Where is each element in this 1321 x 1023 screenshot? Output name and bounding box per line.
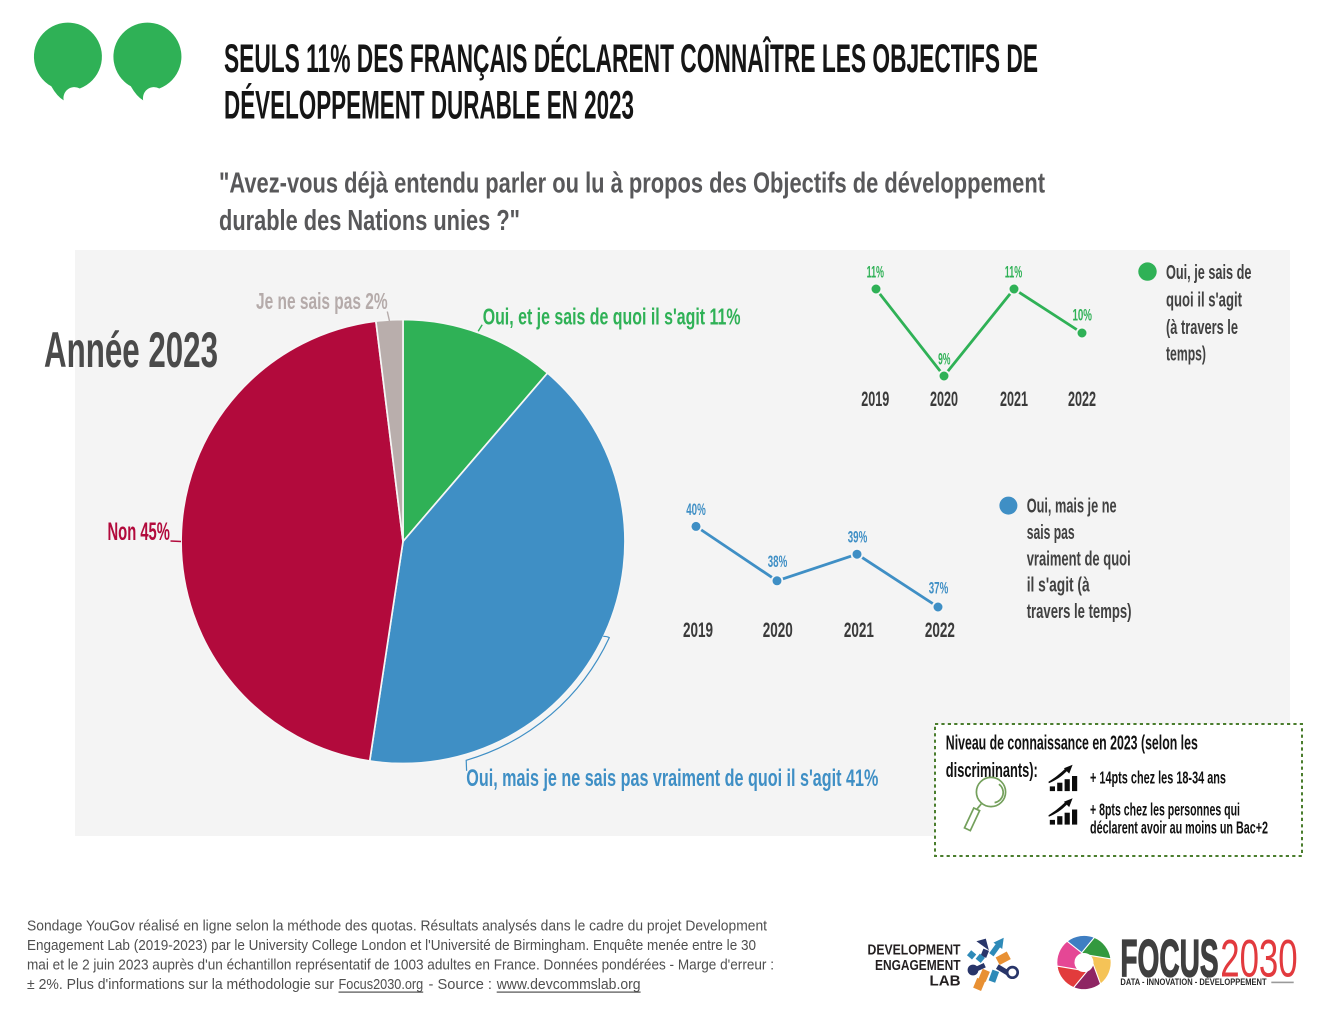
svg-text:www.devcommslab.org: www.devcommslab.org bbox=[496, 977, 641, 993]
svg-text:- Source :: - Source : bbox=[429, 977, 493, 993]
svg-text:Sondage YouGov réalisé en lign: Sondage YouGov réalisé en ligne selon la… bbox=[27, 919, 767, 935]
svg-text:temps): temps) bbox=[1166, 344, 1206, 366]
svg-text:38%: 38% bbox=[768, 552, 788, 571]
svg-text:Année 2023: Année 2023 bbox=[44, 322, 218, 378]
svg-text:vraiment de quoi: vraiment de quoi bbox=[1027, 548, 1131, 570]
svg-text:Je ne sais pas 2%: Je ne sais pas 2% bbox=[256, 288, 388, 314]
svg-text:ENGAGEMENT: ENGAGEMENT bbox=[875, 957, 961, 974]
svg-text:2021: 2021 bbox=[1000, 388, 1028, 411]
svg-text:travers le temps): travers le temps) bbox=[1027, 601, 1132, 623]
svg-text:2022: 2022 bbox=[925, 619, 955, 642]
svg-text:SEULS 11% DES FRANÇAIS DÉCLARE: SEULS 11% DES FRANÇAIS DÉCLARENT CONNAÎT… bbox=[224, 35, 1038, 81]
svg-text:DÉVELOPPEMENT DURABLE EN 2023: DÉVELOPPEMENT DURABLE EN 2023 bbox=[224, 82, 634, 127]
svg-text:+ 14pts chez les 18-34 ans: + 14pts chez les 18-34 ans bbox=[1090, 768, 1226, 788]
svg-text:+ 8pts chez les personnes qui: + 8pts chez les personnes qui bbox=[1090, 799, 1240, 819]
svg-text:± 2%. Plus d'informations sur: ± 2%. Plus d'informations sur la méthodo… bbox=[27, 977, 334, 993]
svg-text:Oui, et je sais de quoi il s'a: Oui, et je sais de quoi il s'agit 11% bbox=[483, 304, 741, 330]
svg-text:2020: 2020 bbox=[763, 619, 793, 642]
svg-text:39%: 39% bbox=[848, 528, 868, 547]
svg-text:Niveau de connaissance en 2023: Niveau de connaissance en 2023 (selon le… bbox=[946, 733, 1198, 755]
svg-text:Oui, mais je ne sais pas vraim: Oui, mais je ne sais pas vraiment de quo… bbox=[466, 765, 878, 792]
svg-text:9%: 9% bbox=[938, 350, 950, 369]
svg-text:11%: 11% bbox=[867, 263, 884, 282]
svg-text:FOCUS: FOCUS bbox=[1120, 930, 1218, 988]
svg-text:durable des Nations unies ?": durable des Nations unies ?" bbox=[219, 205, 520, 237]
svg-text:déclarent avoir au moins un Ba: déclarent avoir au moins un Bac+2 bbox=[1090, 818, 1268, 838]
svg-text:2022: 2022 bbox=[1068, 388, 1096, 411]
svg-text:Focus2030.org: Focus2030.org bbox=[339, 977, 424, 993]
svg-text:DEVELOPMENT: DEVELOPMENT bbox=[868, 942, 962, 959]
svg-text:Engagement Lab (2019-2023) par: Engagement Lab (2019-2023) par le Univer… bbox=[27, 938, 756, 954]
svg-text:Non 45%: Non 45% bbox=[108, 518, 170, 546]
svg-text:DATA - INNOVATION - DÉVELOPPEM: DATA - INNOVATION - DÉVELOPPEMENT bbox=[1120, 977, 1266, 988]
svg-text:11%: 11% bbox=[1005, 263, 1022, 282]
svg-text:2030: 2030 bbox=[1220, 930, 1298, 988]
svg-text:2020: 2020 bbox=[930, 388, 958, 411]
svg-text:40%: 40% bbox=[686, 500, 706, 519]
svg-text:2021: 2021 bbox=[844, 619, 874, 642]
svg-text:Oui, mais je ne: Oui, mais je ne bbox=[1027, 496, 1117, 518]
svg-text:Oui, je sais de: Oui, je sais de bbox=[1166, 262, 1251, 284]
svg-text:sais pas: sais pas bbox=[1027, 522, 1075, 544]
svg-text:"Avez-vous déjà entendu parler: "Avez-vous déjà entendu parler ou lu à p… bbox=[219, 168, 1045, 200]
svg-text:2019: 2019 bbox=[861, 388, 889, 411]
svg-text:(à travers le: (à travers le bbox=[1166, 317, 1238, 339]
svg-text:discriminants):: discriminants): bbox=[946, 760, 1038, 782]
svg-text:37%: 37% bbox=[929, 578, 949, 597]
svg-text:10%: 10% bbox=[1072, 306, 1092, 325]
svg-text:LAB: LAB bbox=[930, 973, 961, 990]
svg-text:quoi il s'agit: quoi il s'agit bbox=[1166, 290, 1242, 312]
svg-text:mai et le 2 juin 2023 auprès d: mai et le 2 juin 2023 auprès d'un échant… bbox=[27, 958, 774, 974]
svg-text:il s'agit (à: il s'agit (à bbox=[1027, 575, 1091, 597]
svg-text:2019: 2019 bbox=[683, 619, 713, 642]
